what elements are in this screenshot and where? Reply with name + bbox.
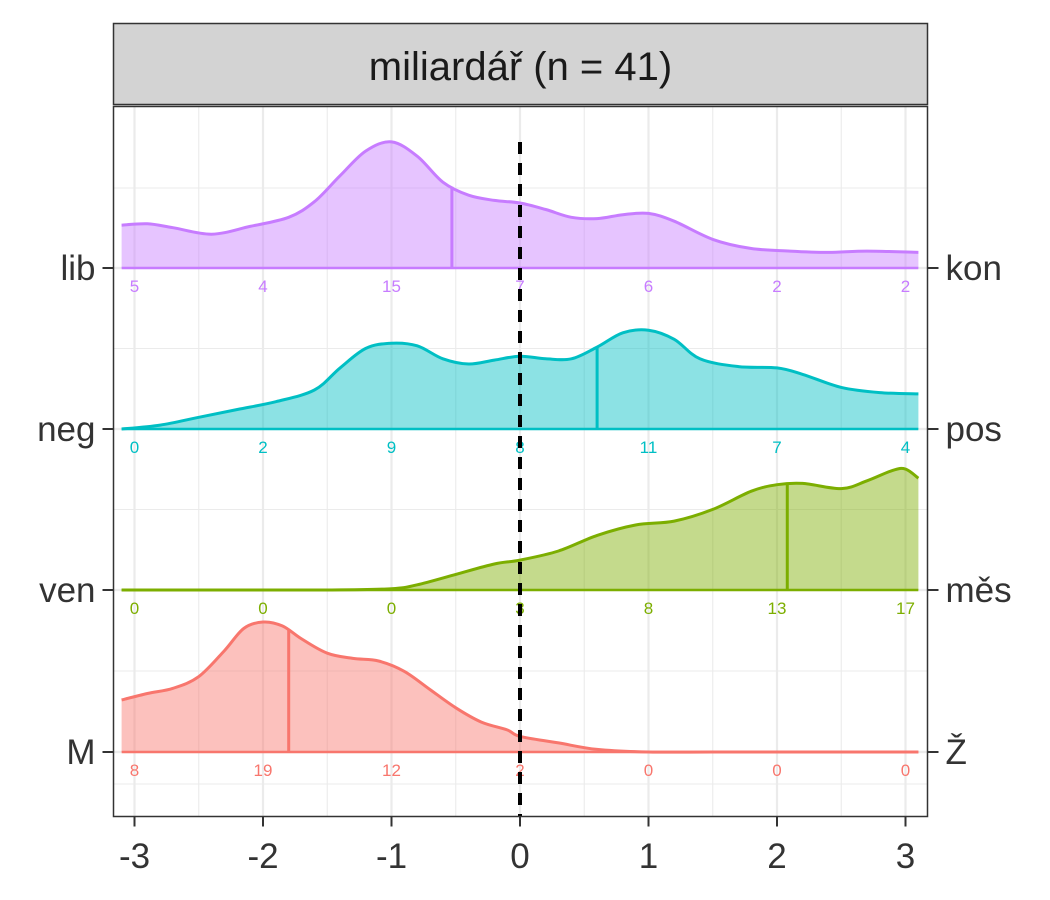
x-tick-label: 2 bbox=[767, 837, 786, 876]
count-label: 0 bbox=[387, 599, 396, 618]
ridge-area bbox=[121, 621, 919, 753]
ridge-ven-měs: 000381317 bbox=[121, 466, 920, 618]
count-label: 4 bbox=[901, 438, 910, 457]
ridge-outline bbox=[121, 620, 919, 754]
count-label: 9 bbox=[387, 438, 396, 457]
count-label: 2 bbox=[515, 761, 524, 780]
ridge-area bbox=[121, 468, 919, 591]
count-label: 7 bbox=[772, 438, 781, 457]
count-label: 0 bbox=[772, 761, 781, 780]
ridge-outline bbox=[121, 466, 920, 592]
y-label-left: lib bbox=[60, 249, 95, 288]
ridge-outline bbox=[121, 140, 919, 254]
x-tick-label: 1 bbox=[639, 837, 658, 876]
count-label: 12 bbox=[382, 761, 401, 780]
count-label: 2 bbox=[901, 277, 910, 296]
count-label: 4 bbox=[258, 277, 267, 296]
facet-strip: miliardář (n = 41) bbox=[112, 22, 929, 106]
count-label: 0 bbox=[130, 438, 139, 457]
count-label: 8 bbox=[644, 599, 653, 618]
y-label-right: Ž bbox=[946, 733, 967, 772]
x-tick-label: -1 bbox=[376, 837, 407, 876]
y-label-right: pos bbox=[946, 410, 1002, 449]
y-label-right: kon bbox=[946, 249, 1002, 288]
x-tick-label: -2 bbox=[247, 837, 278, 876]
count-label: 2 bbox=[772, 277, 781, 296]
plot-panel: 8191220000003813170298117454157622 bbox=[112, 105, 929, 818]
count-label: 11 bbox=[640, 438, 658, 457]
x-tick-label: 3 bbox=[896, 837, 915, 876]
count-label: 2 bbox=[258, 438, 267, 457]
count-label: 0 bbox=[901, 761, 910, 780]
count-label: 0 bbox=[258, 599, 267, 618]
count-label: 13 bbox=[768, 599, 787, 618]
count-label: 7 bbox=[515, 277, 524, 296]
y-label-left: neg bbox=[37, 410, 95, 449]
facet-strip-background bbox=[112, 22, 929, 106]
y-label-left: M bbox=[66, 733, 95, 772]
count-label: 5 bbox=[130, 277, 139, 296]
y-label-right: měs bbox=[946, 571, 1012, 610]
count-label: 17 bbox=[896, 599, 915, 618]
count-label: 0 bbox=[130, 599, 139, 618]
count-label: 15 bbox=[382, 277, 401, 296]
chart-title: miliardář (n = 41) bbox=[369, 45, 672, 89]
count-label: 0 bbox=[644, 761, 653, 780]
x-tick-label: -3 bbox=[119, 837, 150, 876]
count-label: 6 bbox=[644, 277, 653, 296]
count-label: 19 bbox=[254, 761, 273, 780]
count-label: 8 bbox=[130, 761, 139, 780]
x-tick-label: 0 bbox=[510, 837, 529, 876]
y-label-left: ven bbox=[39, 571, 95, 610]
ridge-area bbox=[121, 141, 919, 268]
